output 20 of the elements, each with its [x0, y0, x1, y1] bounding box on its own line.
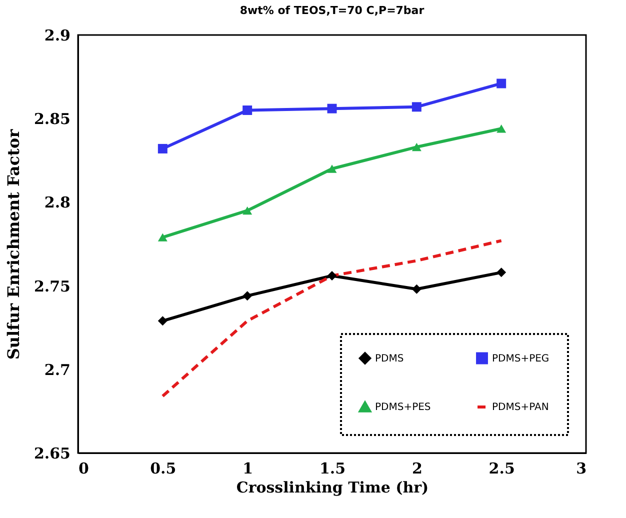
- y-tick-label: 2.7: [44, 360, 70, 379]
- y-tick-label: 2.85: [34, 110, 70, 128]
- y-tick-label: 2.8: [44, 194, 70, 212]
- y-axis-title: Sulfur Enrichment Factor: [4, 128, 23, 360]
- x-tick-label: 3: [576, 460, 586, 478]
- x-tick-label: 1.5: [319, 460, 346, 478]
- legend-label: PDMS: [375, 353, 404, 364]
- legend-label: PDMS+PES: [375, 402, 431, 413]
- chart-title: 8wt% of TEOS,T=70 C,P=7bar: [240, 4, 425, 17]
- legend-label: PDMS+PAN: [492, 402, 549, 413]
- legend-label: PDMS+PEG: [492, 353, 550, 364]
- x-tick-label: 2: [412, 460, 422, 478]
- y-tick-label: 2.9: [44, 26, 70, 44]
- x-tick-label: 0: [78, 460, 89, 478]
- x-tick-label: 2.5: [488, 460, 515, 478]
- y-tick-label: 2.65: [34, 444, 70, 462]
- y-tick-label: 2.75: [34, 277, 70, 296]
- x-tick-label: 0.5: [150, 460, 176, 478]
- x-tick-label: 1: [242, 460, 254, 478]
- x-axis-title: Crosslinking Time (hr): [236, 478, 429, 496]
